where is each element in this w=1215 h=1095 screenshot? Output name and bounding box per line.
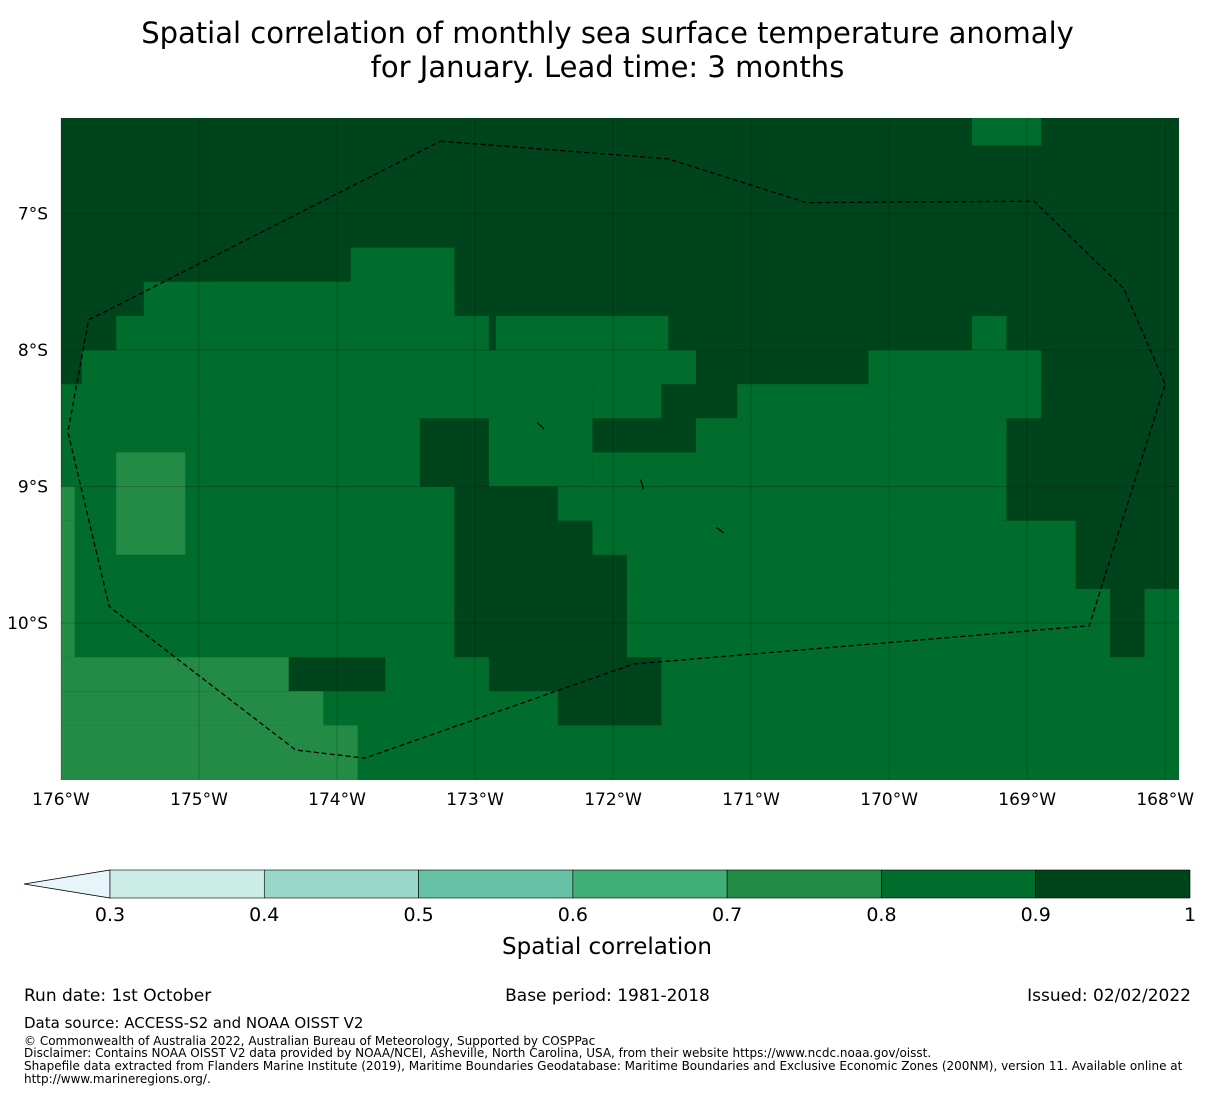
x-tick-label: 176°W: [32, 790, 90, 810]
x-tick-label: 175°W: [170, 790, 228, 810]
x-tick-label: 171°W: [722, 790, 780, 810]
y-tick-label: 10°S: [7, 614, 48, 634]
colorbar-segment: [572, 869, 728, 899]
correlation-cell: [61, 520, 75, 658]
x-tick-label: 172°W: [584, 790, 642, 810]
x-tick-label: 168°W: [1136, 790, 1194, 810]
colorbar-tick-label: 0.6: [558, 904, 588, 926]
colorbar-segment: [418, 869, 574, 899]
y-tick-labels: 7°S 8°S 9°S 10°S: [7, 205, 48, 634]
colorbar-segment: [881, 869, 1037, 899]
colorbar-tick-label: 0.4: [249, 904, 279, 926]
chart-title-line-2: for January. Lead time: 3 months: [370, 50, 845, 84]
correlation-cell: [592, 520, 1076, 555]
correlation-cell: [61, 691, 324, 726]
correlation-cell: [488, 418, 593, 487]
x-tick-labels: 176°W 175°W 174°W 173°W 172°W 171°W 170°W 169°W…: [32, 790, 1194, 810]
correlation-cell: [661, 657, 1179, 780]
colorbar-segment: [1035, 869, 1191, 899]
x-tick-label: 170°W: [860, 790, 918, 810]
x-tick-label: 174°W: [308, 790, 366, 810]
correlation-cell: [695, 418, 1007, 487]
correlation-cell: [626, 588, 1110, 624]
colorbar-tick-label: 0.8: [866, 904, 896, 926]
colorbar: [23, 869, 1191, 899]
y-tick-label: 8°S: [18, 341, 48, 361]
colorbar-segment: [263, 869, 419, 899]
shapefile-url: http://www.marineregions.org/.: [24, 1072, 211, 1086]
colorbar-segment: [726, 869, 882, 899]
run-date: Run date: 1st October: [24, 986, 212, 1006]
y-tick-label: 7°S: [18, 205, 48, 225]
correlation-cell: [868, 350, 1041, 385]
eez-boundary: [67, 140, 1166, 759]
x-tick-label: 169°W: [998, 790, 1056, 810]
correlation-cell: [61, 418, 420, 487]
correlation-cell: [116, 315, 455, 351]
correlation-grid: [61, 118, 1179, 780]
correlation-cell: [116, 452, 186, 555]
correlation-cell: [385, 657, 489, 692]
eez-boundary-line: [67, 140, 1166, 759]
correlation-cell: [495, 315, 669, 351]
copyright-notice: © Commonwealth of Australia 2022, Austra…: [24, 1034, 596, 1048]
disclaimer: Disclaimer: Contains NOAA OISST V2 data …: [24, 1046, 932, 1060]
correlation-cell: [592, 384, 662, 419]
correlation-cell: [626, 623, 1110, 658]
colorbar-tick-label: 0.7: [712, 904, 742, 926]
colorbar-tick-labels: 0.3 0.4 0.5 0.6 0.7 0.8 0.9 1: [95, 904, 1196, 926]
correlation-cell: [81, 350, 696, 385]
data-source: Data source: ACCESS-S2 and NOAA OISST V2: [24, 1014, 364, 1032]
correlation-cell: [61, 725, 358, 780]
correlation-cell: [350, 247, 455, 282]
correlation-cell: [61, 384, 593, 419]
colorbar-segment: [109, 869, 265, 899]
correlation-cell: [626, 554, 1076, 589]
islands: [536, 421, 724, 534]
correlation-cell: [1144, 588, 1179, 658]
x-tick-label: 173°W: [446, 790, 504, 810]
correlation-cell: [61, 657, 289, 692]
correlation-cell: [971, 118, 1041, 146]
island-outline: [536, 421, 545, 430]
island-outline: [716, 527, 724, 534]
colorbar-tick-label: 0.5: [403, 904, 433, 926]
chart-title-line-1: Spatial correlation of monthly sea surfa…: [141, 16, 1074, 50]
colorbar-tick-label: 0.3: [95, 904, 125, 926]
correlation-cell: [971, 315, 1007, 351]
shapefile-credit: Shapefile data extracted from Flanders M…: [24, 1059, 1183, 1073]
colorbar-tick-label: 0.9: [1021, 904, 1051, 926]
y-tick-label: 9°S: [18, 478, 48, 498]
correlation-cell: [61, 486, 75, 521]
correlation-cell: [288, 691, 558, 726]
correlation-cell: [737, 384, 1041, 419]
colorbar-tick-label: 1: [1184, 904, 1196, 926]
issued-date: Issued: 02/02/2022: [1027, 986, 1191, 1006]
island-outline: [640, 479, 645, 490]
map-figure: 176°W 175°W 174°W 173°W 172°W 171°W 170°W 169°W…: [7, 118, 1196, 960]
graticule: [60, 118, 1179, 780]
colorbar-extend-triangle: [23, 869, 111, 899]
correlation-cell: [557, 486, 1007, 521]
correlation-cell: [557, 759, 627, 780]
base-period: Base period: 1981-2018: [505, 986, 710, 1006]
colorbar-label: Spatial correlation: [502, 934, 712, 960]
correlation-cell: [592, 452, 696, 487]
